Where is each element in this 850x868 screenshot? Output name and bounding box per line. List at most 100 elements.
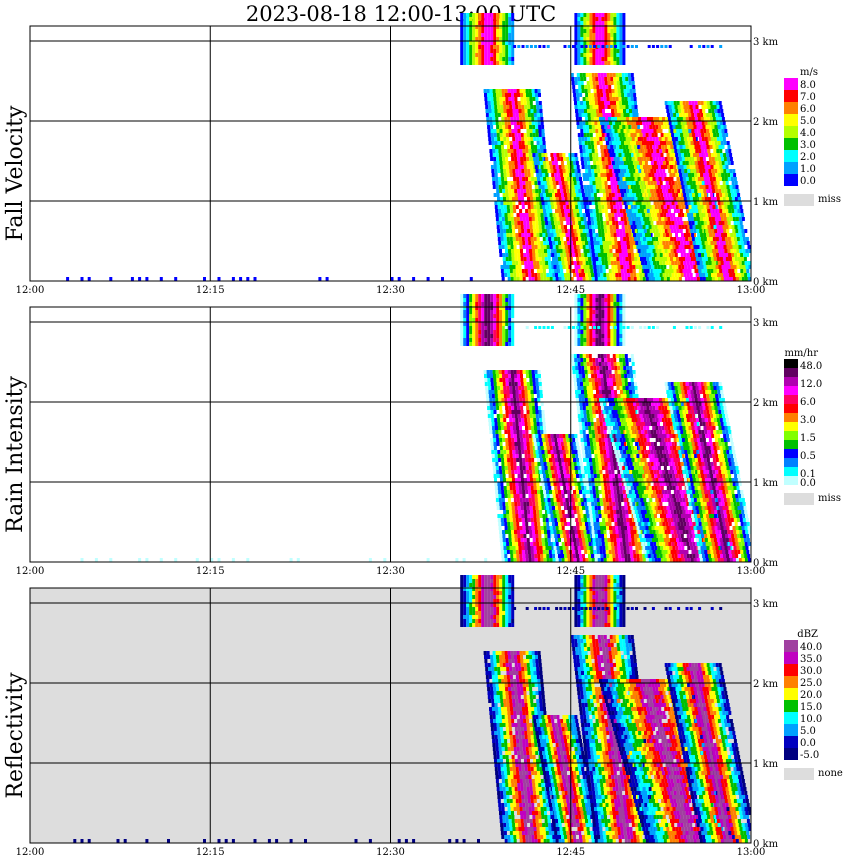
echo-cell — [652, 125, 656, 129]
echo-cell — [508, 13, 512, 17]
echo-cell — [575, 237, 579, 241]
echo-cell — [463, 37, 467, 41]
echo-cell — [674, 137, 678, 141]
echo-cell — [650, 169, 654, 173]
echo-cell — [534, 245, 538, 249]
echo-cell — [620, 85, 624, 89]
echo-cell — [508, 129, 512, 133]
echo-cell — [460, 25, 464, 29]
echo-cell — [505, 57, 509, 61]
echo-cell — [651, 153, 655, 157]
echo-cell — [542, 45, 546, 48]
echo-cell — [685, 257, 688, 261]
echo-cell — [602, 165, 606, 169]
echo-cell — [714, 169, 718, 173]
echo-cell — [502, 33, 506, 37]
echo-cell — [734, 269, 738, 273]
echo-cell — [589, 101, 592, 105]
echo-cell — [711, 261, 715, 265]
echo-cell — [607, 17, 611, 21]
echo-cell — [732, 217, 736, 221]
echo-cell — [531, 277, 535, 281]
echo-cell — [613, 177, 616, 181]
echo-cell — [527, 169, 531, 173]
echo-cell — [613, 81, 617, 85]
echo-cell — [603, 273, 607, 277]
echo-cell — [627, 125, 631, 129]
echo-cell — [708, 157, 712, 161]
echo-cell — [708, 245, 712, 249]
echo-cell — [527, 109, 531, 113]
echo-cell — [522, 121, 526, 125]
echo-cell — [717, 213, 721, 217]
echo-cell — [589, 49, 593, 53]
echo-cell — [718, 221, 722, 225]
echo-cell — [608, 217, 612, 221]
echo-cell — [593, 213, 597, 217]
echo-cell — [672, 225, 676, 229]
echo-cell — [549, 229, 553, 233]
echo-cell — [547, 253, 551, 257]
echo-cell — [588, 45, 592, 48]
echo-cell — [647, 273, 651, 277]
echo-cell — [66, 277, 70, 281]
echo-cell — [726, 157, 730, 161]
echo-cell — [657, 205, 661, 209]
echo-cell — [675, 109, 679, 113]
echo-cell — [660, 193, 664, 197]
echo-cell — [576, 193, 579, 197]
echo-cell — [722, 137, 726, 141]
echo-cell — [587, 117, 591, 121]
echo-cell — [727, 173, 731, 177]
echo-cell — [597, 273, 601, 277]
echo-cell — [613, 29, 617, 33]
echo-cell — [508, 37, 512, 41]
echo-cell — [700, 265, 704, 269]
echo-cell — [677, 105, 681, 109]
echo-cell — [528, 177, 532, 181]
echo-cell — [681, 169, 685, 173]
echo-cell — [614, 193, 618, 197]
echo-cell — [507, 277, 511, 281]
echo-cell — [586, 25, 590, 29]
echo-cell — [599, 165, 603, 169]
echo-cell — [542, 550, 546, 554]
echo-cell — [487, 61, 491, 65]
echo-cell — [604, 205, 608, 209]
echo-cell — [515, 169, 519, 173]
echo-cell — [510, 153, 514, 157]
echo-cell — [475, 41, 479, 45]
echo-cell — [496, 45, 500, 49]
echo-cell — [660, 205, 664, 209]
echo-cell — [616, 37, 620, 41]
echo-cell — [695, 193, 699, 197]
echo-cell — [661, 257, 664, 261]
echo-cell — [723, 229, 727, 233]
echo-cell — [520, 257, 524, 261]
echo-cell — [729, 185, 733, 189]
echo-cell — [579, 241, 582, 245]
echo-cell — [741, 277, 745, 281]
echo-cell — [678, 193, 682, 197]
echo-cell — [666, 233, 669, 237]
echo-cell — [728, 209, 732, 213]
echo-cell — [649, 249, 653, 253]
echo-cell — [511, 225, 515, 229]
echo-cell — [509, 113, 513, 117]
echo-cell — [591, 73, 595, 77]
echo-cell — [595, 105, 599, 109]
legend-label: 3.0 — [800, 140, 816, 151]
echo-cell — [703, 161, 707, 165]
echo-cell — [573, 229, 577, 233]
echo-cell — [580, 57, 584, 61]
echo-cell — [630, 93, 634, 97]
echo-cell — [512, 105, 516, 109]
echo-cell — [658, 165, 661, 169]
echo-cell — [701, 137, 705, 141]
echo-cell — [591, 201, 595, 205]
echo-cell — [554, 237, 558, 241]
echo-cell — [608, 149, 612, 153]
echo-cell — [516, 117, 520, 121]
echo-cell — [535, 169, 539, 173]
echo-cell — [589, 133, 593, 137]
